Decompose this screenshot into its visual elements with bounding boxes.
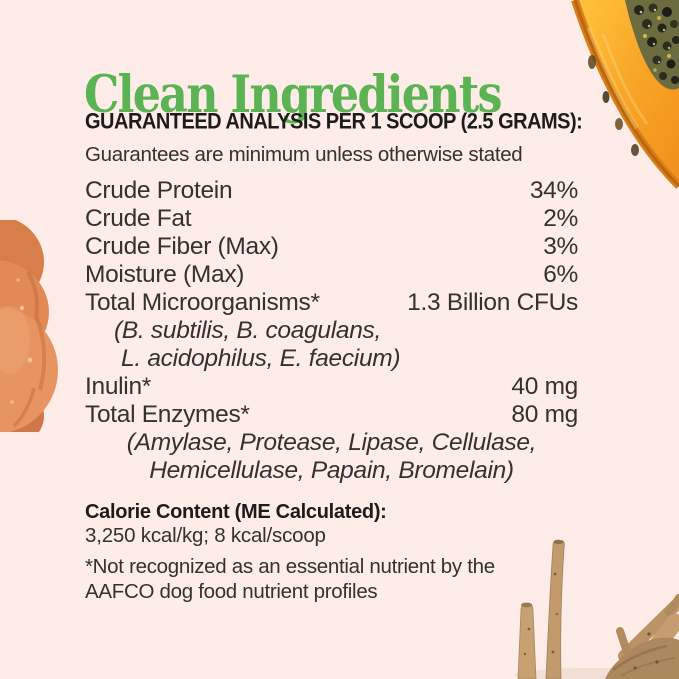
calorie-content-section: Calorie Content (ME Calculated): 3,250 k…	[85, 501, 387, 547]
nutrient-value: 3%	[543, 233, 578, 260]
table-row: Moisture (Max) 6%	[85, 261, 578, 289]
nutrient-label: Total Enzymes*	[85, 401, 250, 428]
table-row: Inulin* 40 mg	[85, 373, 578, 401]
guaranteed-analysis-table: Crude Protein 34% Crude Fat 2% Crude Fib…	[85, 177, 578, 485]
nutrient-label: Inulin*	[85, 373, 152, 400]
table-row: Crude Fat 2%	[85, 205, 578, 233]
nutrient-value: 40 mg	[511, 373, 578, 400]
microorganism-species-line: (B. subtilis, B. coagulans,	[114, 317, 381, 344]
nutrient-label: Moisture (Max)	[85, 261, 245, 288]
nutrient-value: 1.3 Billion CFUs	[407, 289, 578, 316]
table-row: Crude Protein 34%	[85, 177, 578, 205]
page-title: Clean Ingredients	[84, 65, 503, 126]
nutrient-value: 80 mg	[511, 401, 578, 428]
footnote-line: *Not recognized as an essential nutrient…	[85, 555, 495, 578]
papaya-icon	[571, 0, 679, 189]
footnote-line: AAFCO dog food nutrient profiles	[85, 579, 378, 603]
nutrient-label: Crude Fat	[85, 205, 192, 232]
microorganism-species-line: L. acidophilus, E. faecium)	[121, 345, 401, 372]
enzyme-list-line: (Amylase, Protease, Lipase, Cellulase,	[126, 429, 537, 456]
table-row: Total Microorganisms* 1.3 Billion CFUs	[85, 289, 578, 317]
table-row: Total Enzymes* 80 mg	[85, 401, 578, 429]
guarantees-note: Guarantees are minimum unless otherwise …	[85, 143, 523, 166]
nutrient-label: Crude Fiber (Max)	[85, 233, 279, 260]
roots-image	[509, 534, 679, 679]
pumpkin-image	[0, 216, 70, 452]
pumpkin-icon	[0, 216, 58, 452]
nutrient-value: 6%	[543, 261, 578, 288]
table-row: Crude Fiber (Max) 3%	[85, 233, 578, 261]
enzyme-list-line: Hemicellulase, Papain, Bromelain)	[149, 457, 514, 484]
nutrient-value: 2%	[543, 205, 578, 232]
nutrient-value: 34%	[529, 177, 578, 204]
aafco-footnote: *Not recognized as an essential nutrient…	[85, 555, 495, 604]
nutrient-label: Total Microorganisms*	[85, 289, 320, 316]
calorie-content-value: 3,250 kcal/kg; 8 kcal/scoop	[85, 524, 326, 547]
papaya-image	[559, 0, 679, 200]
nutrient-label: Crude Protein	[85, 177, 233, 204]
calorie-content-heading: Calorie Content (ME Calculated):	[85, 501, 387, 523]
roots-icon	[514, 539, 679, 679]
guaranteed-analysis-heading: GUARANTEED ANALYSIS PER 1 SCOOP (2.5 GRA…	[85, 110, 583, 135]
